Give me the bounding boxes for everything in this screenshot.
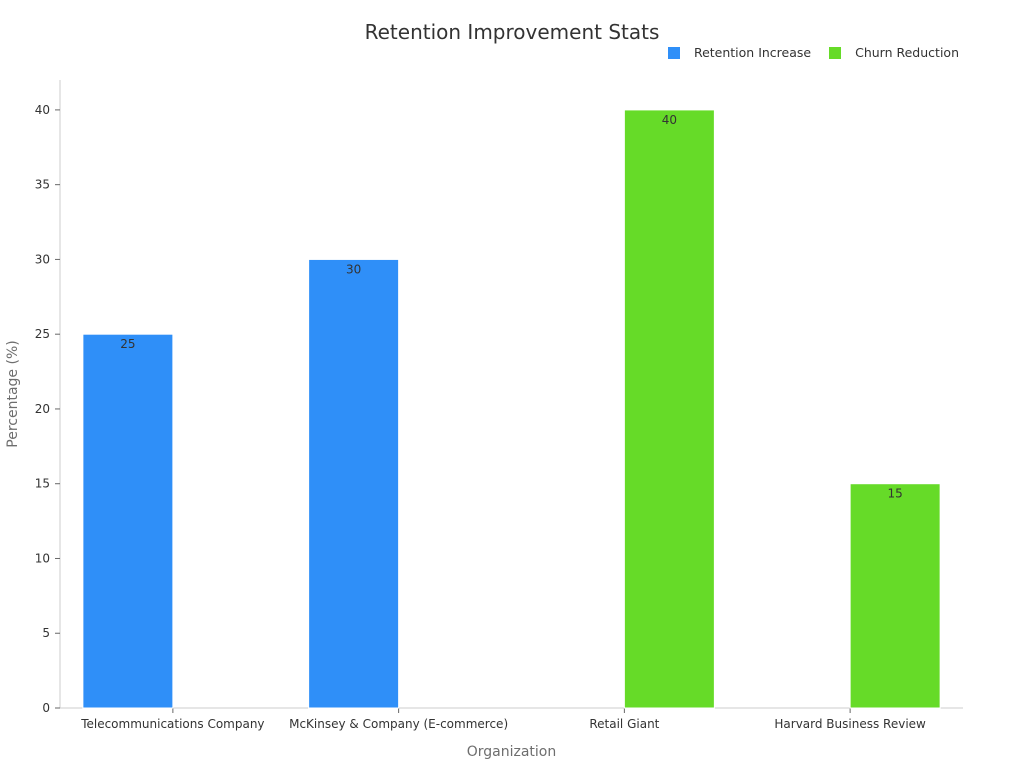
- legend-label-churn-reduction: Churn Reduction: [855, 45, 959, 60]
- bar: [623, 109, 715, 709]
- bar-value-label: 15: [887, 487, 902, 501]
- y-axis: 0 5 10 15 20 25 30 35 40: [35, 80, 61, 715]
- y-tick-label: 40: [35, 103, 50, 117]
- x-axis-title: Organization: [467, 744, 557, 760]
- legend-label-retention-increase: Retention Increase: [693, 45, 812, 60]
- legend-item-retention-increase[interactable]: Retention Increase: [667, 45, 812, 60]
- bar: [308, 258, 400, 709]
- x-tick-label: McKinsey & Company (E-commerce): [289, 717, 508, 731]
- chart-title: Retention Improvement Stats: [364, 20, 660, 44]
- y-tick-label: 25: [35, 327, 50, 341]
- bars: 25 30 40 15: [82, 109, 941, 709]
- x-axis: Telecommunications Company McKinsey & Com…: [60, 707, 963, 731]
- x-tick-label: Harvard Business Review: [774, 717, 926, 731]
- y-tick-label: 5: [42, 626, 50, 640]
- y-tick-label: 20: [35, 402, 50, 416]
- y-tick-label: 35: [35, 178, 50, 192]
- y-tick-label: 15: [35, 477, 50, 491]
- bar-value-label: 25: [120, 337, 135, 351]
- x-tick-label: Telecommunications Company: [80, 717, 264, 731]
- x-tick-label: Retail Giant: [589, 717, 659, 731]
- y-axis-title: Percentage (%): [5, 340, 21, 447]
- legend-item-churn-reduction[interactable]: Churn Reduction: [829, 45, 959, 60]
- y-tick-label: 30: [35, 252, 50, 266]
- legend-swatch-retention-increase: [667, 46, 680, 59]
- bar-value-label: 40: [662, 113, 677, 127]
- bar-value-label: 30: [346, 262, 361, 276]
- bar: [849, 483, 941, 709]
- bar: [82, 333, 174, 709]
- legend-swatch-churn-reduction: [829, 46, 842, 59]
- y-tick-label: 0: [42, 701, 50, 715]
- y-tick-label: 10: [35, 551, 50, 565]
- legend: Retention Increase Churn Reduction: [667, 45, 959, 60]
